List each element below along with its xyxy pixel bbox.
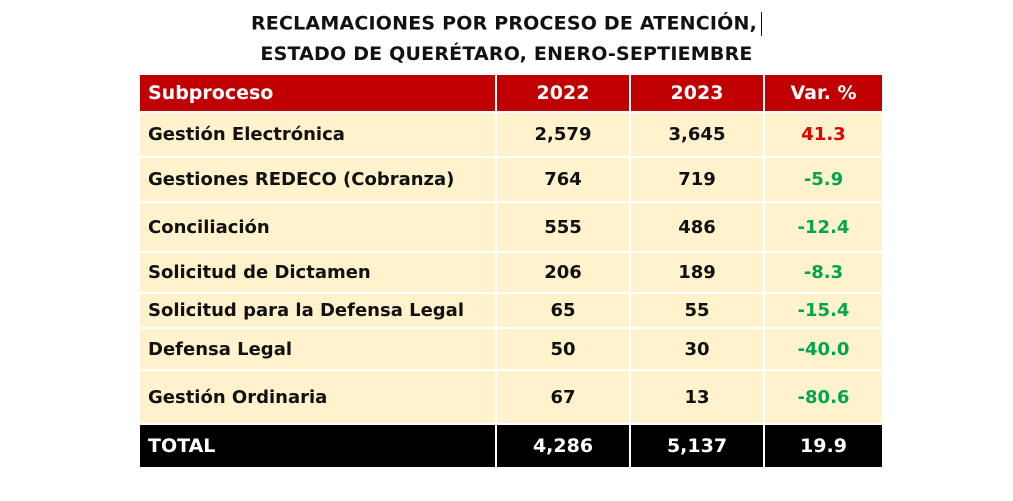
variation-cell: -12.4 bbox=[763, 201, 884, 253]
value-2023-cell: 13 bbox=[629, 369, 765, 425]
total-2023: 5,137 bbox=[629, 423, 765, 469]
value-2022-cell: 2,579 bbox=[495, 111, 631, 158]
table-row: Gestión Electrónica 2,579 3,645 41.3 bbox=[138, 111, 884, 158]
claims-table: Subproceso 2022 2023 Var. % Gestión Elec… bbox=[138, 73, 884, 469]
value-2023-cell: 486 bbox=[629, 201, 765, 253]
subproceso-cell: Solicitud de Dictamen bbox=[138, 251, 497, 294]
variation-cell: -5.9 bbox=[763, 156, 884, 203]
value-2022-cell: 50 bbox=[495, 327, 631, 371]
subproceso-cell: Gestión Ordinaria bbox=[138, 369, 497, 425]
subproceso-cell: Gestión Electrónica bbox=[138, 111, 497, 158]
value-2022-cell: 555 bbox=[495, 201, 631, 253]
variation-cell: 41.3 bbox=[763, 111, 884, 158]
value-2023-cell: 30 bbox=[629, 327, 765, 371]
header-2023: 2023 bbox=[629, 73, 765, 113]
total-label: TOTAL bbox=[138, 423, 497, 469]
variation-cell: -8.3 bbox=[763, 251, 884, 294]
subproceso-cell: Conciliación bbox=[138, 201, 497, 253]
table-row: Gestiones REDECO (Cobranza) 764 719 -5.9 bbox=[138, 156, 884, 203]
variation-cell: -80.6 bbox=[763, 369, 884, 425]
subproceso-cell: Defensa Legal bbox=[138, 327, 497, 371]
text-cursor bbox=[761, 12, 763, 36]
value-2023-cell: 55 bbox=[629, 292, 765, 329]
value-2023-cell: 189 bbox=[629, 251, 765, 294]
title-text: RECLAMACIONES POR PROCESO DE ATENCIÓN, bbox=[250, 12, 758, 35]
header-subproceso: Subproceso bbox=[138, 73, 497, 113]
total-var: 19.9 bbox=[763, 423, 884, 469]
header-2022: 2022 bbox=[495, 73, 631, 113]
total-row: TOTAL 4,286 5,137 19.9 bbox=[138, 423, 884, 469]
value-2023-cell: 3,645 bbox=[629, 111, 765, 158]
value-2022-cell: 764 bbox=[495, 156, 631, 203]
title-line-1: RECLAMACIONES POR PROCESO DE ATENCIÓN, bbox=[0, 12, 1013, 36]
subproceso-cell: Gestiones REDECO (Cobranza) bbox=[138, 156, 497, 203]
value-2023-cell: 719 bbox=[629, 156, 765, 203]
total-2022: 4,286 bbox=[495, 423, 631, 469]
header-var: Var. % bbox=[763, 73, 884, 113]
header-row: Subproceso 2022 2023 Var. % bbox=[138, 73, 884, 113]
variation-cell: -40.0 bbox=[763, 327, 884, 371]
value-2022-cell: 67 bbox=[495, 369, 631, 425]
table-row: Gestión Ordinaria 67 13 -80.6 bbox=[138, 369, 884, 425]
title-line-2: ESTADO DE QUERÉTARO, ENERO-SEPTIEMBRE bbox=[260, 43, 753, 65]
table-row: Conciliación 555 486 -12.4 bbox=[138, 201, 884, 253]
table-row: Solicitud de Dictamen 206 189 -8.3 bbox=[138, 251, 884, 294]
subproceso-cell: Solicitud para la Defensa Legal bbox=[138, 292, 497, 329]
table-row: Defensa Legal 50 30 -40.0 bbox=[138, 327, 884, 371]
value-2022-cell: 206 bbox=[495, 251, 631, 294]
variation-cell: -15.4 bbox=[763, 292, 884, 329]
value-2022-cell: 65 bbox=[495, 292, 631, 329]
table-row: Solicitud para la Defensa Legal 65 55 -1… bbox=[138, 292, 884, 329]
